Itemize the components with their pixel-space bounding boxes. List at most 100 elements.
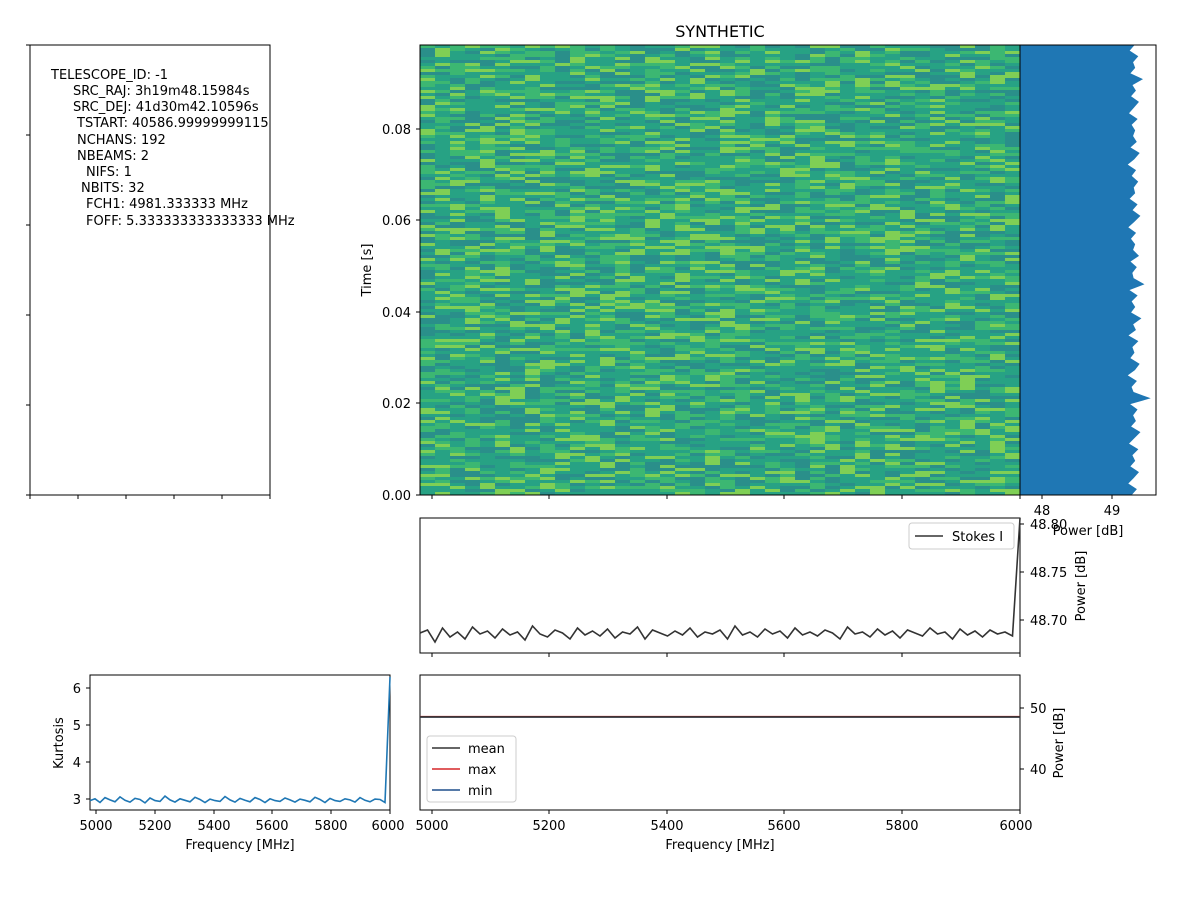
- heatmap-cell: [960, 132, 975, 135]
- heatmap-cell: [495, 447, 510, 450]
- heatmap-cell: [720, 273, 735, 276]
- heatmap-cell: [675, 144, 690, 147]
- heatmap-cell: [585, 96, 600, 99]
- heatmap-cell: [585, 411, 600, 414]
- heatmap-cell: [855, 48, 870, 51]
- heatmap-cell: [840, 135, 855, 138]
- heatmap-cell: [735, 426, 750, 429]
- heatmap-cell: [720, 336, 735, 339]
- heatmap-cell: [675, 171, 690, 174]
- heatmap-cell: [840, 405, 855, 408]
- heatmap-cell: [555, 216, 570, 219]
- heatmap-cell: [645, 306, 660, 309]
- heatmap-cell: [615, 267, 630, 270]
- heatmap-cell: [525, 45, 540, 48]
- heatmap-cell: [705, 108, 720, 111]
- heatmap-cell: [720, 117, 735, 120]
- heatmap-cell: [645, 141, 660, 144]
- heatmap-cell: [975, 402, 990, 405]
- heatmap-cell: [840, 420, 855, 423]
- heatmap-cell: [435, 237, 450, 240]
- heatmap-cell: [1005, 219, 1020, 222]
- heatmap-cell: [885, 306, 900, 309]
- heatmap-cell: [645, 129, 660, 132]
- heatmap-cell: [525, 204, 540, 207]
- heatmap-cell: [480, 48, 495, 51]
- heatmap-cell: [585, 66, 600, 69]
- heatmap-cell: [750, 90, 765, 93]
- heatmap-cell: [810, 123, 825, 126]
- heatmap-cell: [900, 441, 915, 444]
- heatmap-cell: [675, 279, 690, 282]
- heatmap-cell: [420, 102, 435, 105]
- heatmap-cell: [525, 141, 540, 144]
- heatmap-cell: [945, 252, 960, 255]
- heatmap-cell: [1005, 207, 1020, 210]
- heatmap-cell: [420, 387, 435, 390]
- heatmap-cell: [915, 231, 930, 234]
- heatmap-cell: [900, 339, 915, 342]
- heatmap-cell: [780, 96, 795, 99]
- heatmap-cell: [630, 96, 645, 99]
- heatmap-cell: [495, 288, 510, 291]
- heatmap-cell: [930, 402, 945, 405]
- heatmap-cell: [840, 378, 855, 381]
- heatmap-cell: [855, 228, 870, 231]
- heatmap-cell: [870, 225, 885, 228]
- heatmap-cell: [780, 306, 795, 309]
- heatmap-cell: [675, 483, 690, 486]
- heatmap-cell: [840, 342, 855, 345]
- heatmap-cell: [525, 360, 540, 363]
- heatmap-cell: [705, 210, 720, 213]
- heatmap-cell: [735, 90, 750, 93]
- heatmap-cell: [855, 381, 870, 384]
- heatmap-cell: [645, 429, 660, 432]
- heatmap-cell: [765, 207, 780, 210]
- heatmap-cell: [750, 264, 765, 267]
- heatmap-cell: [630, 285, 645, 288]
- heatmap-cell: [675, 399, 690, 402]
- heatmap-cell: [570, 243, 585, 246]
- heatmap-cell: [645, 87, 660, 90]
- heatmap-cell: [705, 75, 720, 78]
- heatmap-cell: [885, 417, 900, 420]
- heatmap-cell: [810, 348, 825, 351]
- heatmap-cell: [810, 408, 825, 411]
- heatmap-cell: [465, 306, 480, 309]
- heatmap-cell: [675, 177, 690, 180]
- heatmap-cell: [660, 369, 675, 372]
- heatmap-cell: [555, 423, 570, 426]
- heatmap-cell: [1005, 312, 1020, 315]
- heatmap-cell: [450, 126, 465, 129]
- heatmap-cell: [810, 450, 825, 453]
- heatmap-cell: [735, 474, 750, 477]
- heatmap-cell: [960, 408, 975, 411]
- heatmap-cell: [525, 369, 540, 372]
- heatmap-cell: [990, 366, 1005, 369]
- heatmap-cell: [510, 249, 525, 252]
- heatmap-cell: [570, 474, 585, 477]
- heatmap-cell: [735, 351, 750, 354]
- heatmap-cell: [510, 168, 525, 171]
- heatmap-cell: [885, 291, 900, 294]
- heatmap-cell: [990, 471, 1005, 474]
- heatmap-cell: [915, 60, 930, 63]
- heatmap-cell: [1005, 459, 1020, 462]
- heatmap-cell: [540, 420, 555, 423]
- heatmap-cell: [750, 294, 765, 297]
- heatmap-cell: [690, 123, 705, 126]
- heatmap-cell: [690, 174, 705, 177]
- heatmap-cell: [450, 435, 465, 438]
- heatmap-cell: [600, 198, 615, 201]
- heatmap-cell: [825, 306, 840, 309]
- heatmap-cell: [570, 96, 585, 99]
- heatmap-cell: [840, 201, 855, 204]
- heatmap-cell: [480, 483, 495, 486]
- heatmap-cell: [900, 381, 915, 384]
- heatmap-cell: [750, 465, 765, 468]
- heatmap-cell: [465, 168, 480, 171]
- heatmap-cell: [825, 471, 840, 474]
- heatmap-cell: [540, 471, 555, 474]
- heatmap-cell: [540, 201, 555, 204]
- heatmap-cell: [915, 120, 930, 123]
